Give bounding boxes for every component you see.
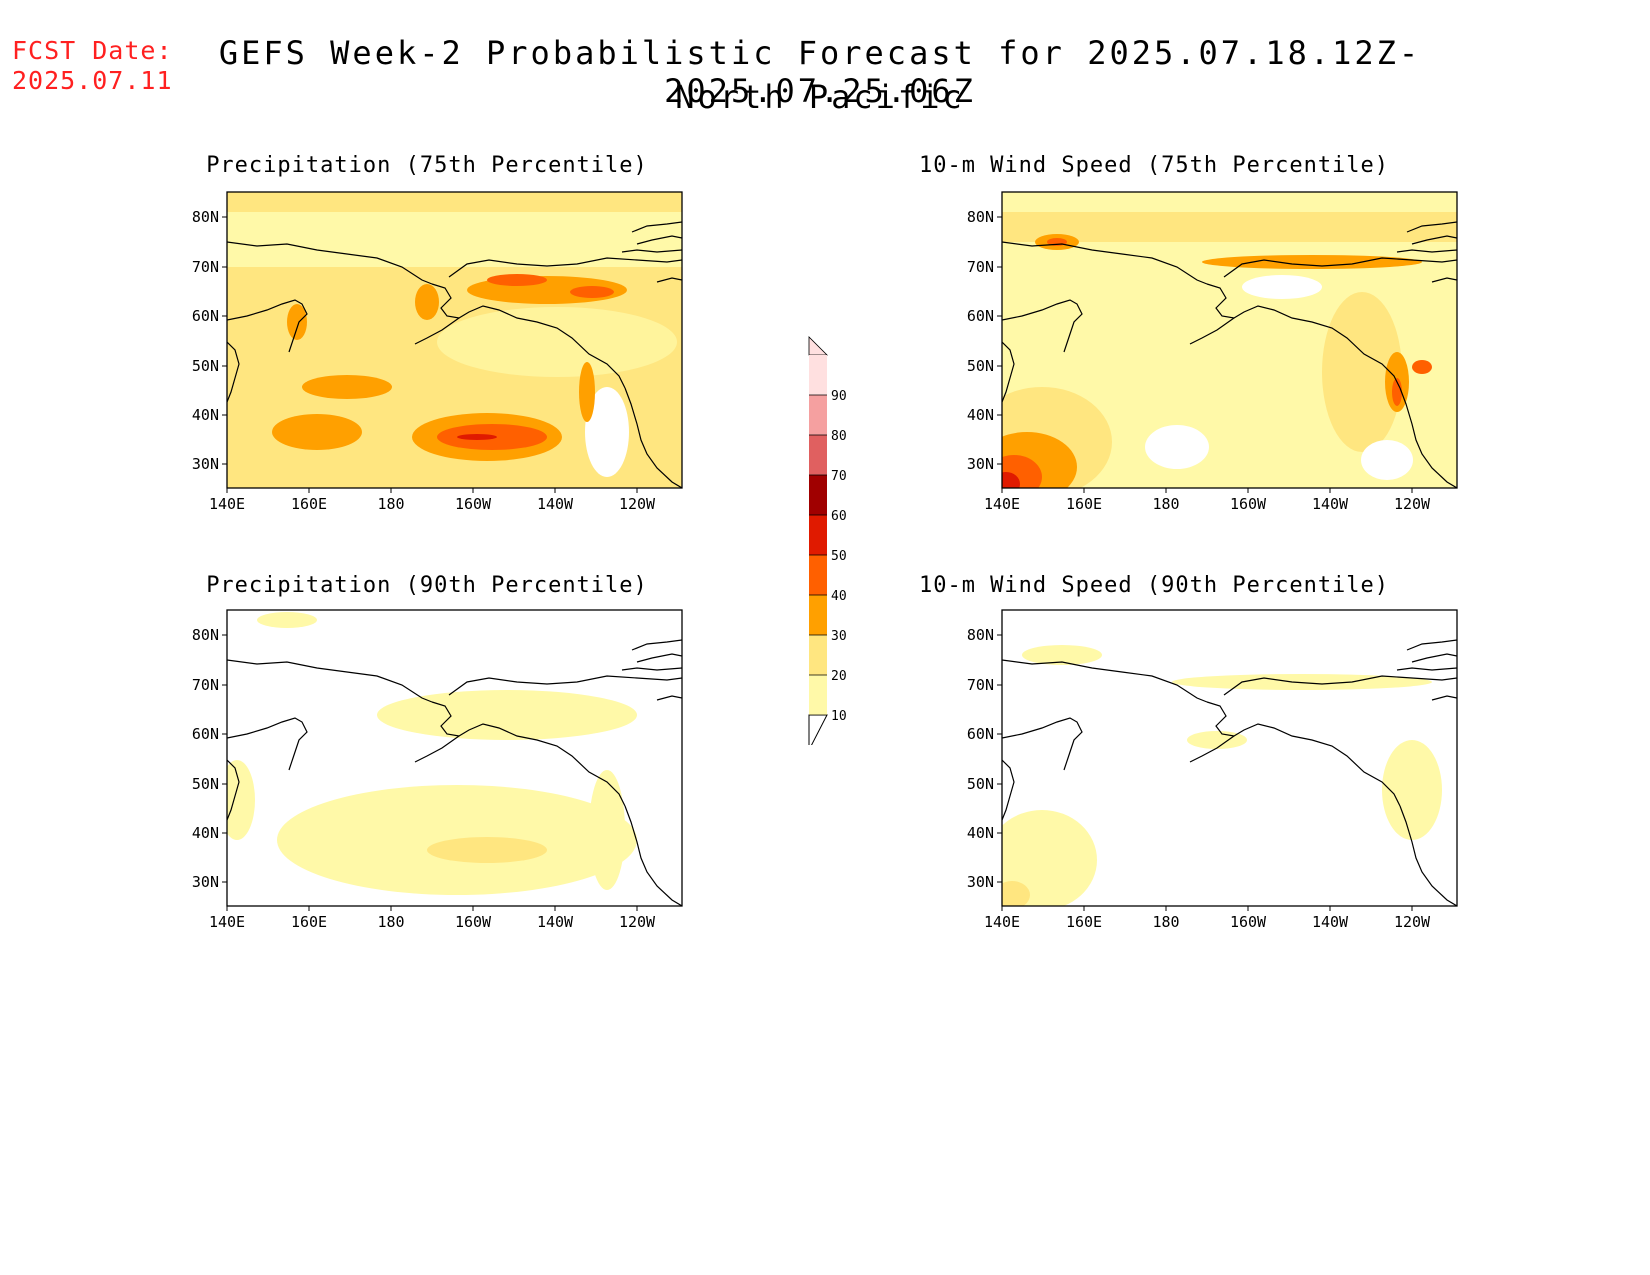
lat-tick-label: 30N xyxy=(192,873,219,891)
page-title: GEFS Week-2 Probabilistic Forecast for 2… xyxy=(218,34,1422,110)
lon-tick-label: 120W xyxy=(619,913,656,931)
coastline xyxy=(227,639,682,906)
map-panel-precip75: 140E 160E 180 160W 140W 120W 80N 70N 60N 50N 40N 30… xyxy=(170,190,700,530)
lon-tick-label: 140W xyxy=(1312,913,1349,931)
lon-tick-label: 140E xyxy=(984,495,1020,513)
lat-tick-label: 80N xyxy=(967,208,994,226)
colorbar-label: 70 xyxy=(831,469,847,484)
lat-tick-label: 40N xyxy=(967,824,994,842)
lon-tick-label: 120W xyxy=(1394,913,1431,931)
colorbar-label: 40 xyxy=(831,589,847,604)
lon-tick-label: 180 xyxy=(1152,495,1179,513)
lat-tick-label: 50N xyxy=(967,357,994,375)
lon-tick-label: 140W xyxy=(1312,495,1349,513)
lat-tick-label: 30N xyxy=(967,873,994,891)
colorbar: 10 20 30 40 50 60 70 80 90 xyxy=(805,335,865,751)
fcst-date: FCST Date: 2025.07.11 xyxy=(12,36,173,96)
lat-tick-label: 60N xyxy=(192,725,219,743)
lat-tick-label: 50N xyxy=(192,775,219,793)
page-subtitle: North Pacific xyxy=(675,78,965,116)
map-panel-precip90: 140E 160E 180 160W 140W 120W 80N 70N 60N 50N 40N 30… xyxy=(170,608,700,948)
lon-tick-label: 180 xyxy=(377,495,404,513)
panel-title-precip75: Precipitation (75th Percentile) xyxy=(206,153,648,178)
fcst-date-value: 2025.07.11 xyxy=(12,66,173,95)
lon-tick-label: 140E xyxy=(209,495,245,513)
colorbar-label: 20 xyxy=(831,669,847,684)
lat-tick-label: 50N xyxy=(192,357,219,375)
colorbar-segment xyxy=(809,395,827,435)
coastline xyxy=(227,221,682,488)
lon-tick-label: 140W xyxy=(537,913,574,931)
fcst-date-label: FCST Date: xyxy=(12,36,173,65)
lon-tick-label: 180 xyxy=(1152,913,1179,931)
panel-title-precip90: Precipitation (90th Percentile) xyxy=(206,573,648,598)
lon-tick-label: 160E xyxy=(291,913,327,931)
colorbar-segment xyxy=(809,635,827,675)
lon-tick-label: 160E xyxy=(291,495,327,513)
lat-tick-label: 70N xyxy=(967,676,994,694)
lat-tick-label: 40N xyxy=(967,406,994,424)
panel-title-wind90: 10-m Wind Speed (90th Percentile) xyxy=(918,573,1390,598)
lat-tick-label: 80N xyxy=(192,208,219,226)
map-panel-wind75: 140E 160E 180 160W 140W 120W 80N 70N 60N 50N 40N 30… xyxy=(945,190,1475,530)
colorbar-segment xyxy=(809,555,827,595)
colorbar-label: 50 xyxy=(831,549,847,564)
colorbar-segment xyxy=(809,435,827,475)
colorbar-segment xyxy=(809,355,827,395)
lon-tick-label: 140E xyxy=(984,913,1020,931)
lat-tick-label: 40N xyxy=(192,824,219,842)
lat-tick-label: 30N xyxy=(967,455,994,473)
colorbar-label: 80 xyxy=(831,429,847,444)
colorbar-label: 60 xyxy=(831,509,847,524)
map-panel-wind90: 140E 160E 180 160W 140W 120W 80N 70N 60N 50N 40N 30… xyxy=(945,608,1475,948)
colorbar-segment xyxy=(809,515,827,555)
lat-tick-label: 60N xyxy=(967,307,994,325)
lon-tick-label: 120W xyxy=(619,495,656,513)
lat-tick-label: 40N xyxy=(192,406,219,424)
lat-tick-label: 70N xyxy=(192,676,219,694)
panel-title-wind75: 10-m Wind Speed (75th Percentile) xyxy=(918,153,1390,178)
lat-tick-label: 50N xyxy=(967,775,994,793)
lat-tick-label: 70N xyxy=(967,258,994,276)
lat-tick-label: 80N xyxy=(192,626,219,644)
lon-tick-label: 180 xyxy=(377,913,404,931)
lon-tick-label: 160W xyxy=(1230,495,1267,513)
lon-tick-label: 160W xyxy=(455,495,492,513)
colorbar-segment xyxy=(809,595,827,635)
lat-tick-label: 60N xyxy=(967,725,994,743)
colorbar-segment xyxy=(809,475,827,515)
lon-tick-label: 160E xyxy=(1066,495,1102,513)
colorbar-label: 10 xyxy=(831,709,847,724)
lat-tick-label: 60N xyxy=(192,307,219,325)
colorbar-segment xyxy=(809,675,827,715)
coastline xyxy=(1002,221,1457,488)
lon-tick-label: 140W xyxy=(537,495,574,513)
lat-tick-label: 30N xyxy=(192,455,219,473)
colorbar-label: 30 xyxy=(831,629,847,644)
coastline xyxy=(1002,639,1457,906)
lat-tick-label: 80N xyxy=(967,626,994,644)
lon-tick-label: 160E xyxy=(1066,913,1102,931)
lon-tick-label: 140E xyxy=(209,913,245,931)
colorbar-label: 90 xyxy=(831,389,847,404)
lon-tick-label: 160W xyxy=(455,913,492,931)
lon-tick-label: 160W xyxy=(1230,913,1267,931)
lat-tick-label: 70N xyxy=(192,258,219,276)
lon-tick-label: 120W xyxy=(1394,495,1431,513)
